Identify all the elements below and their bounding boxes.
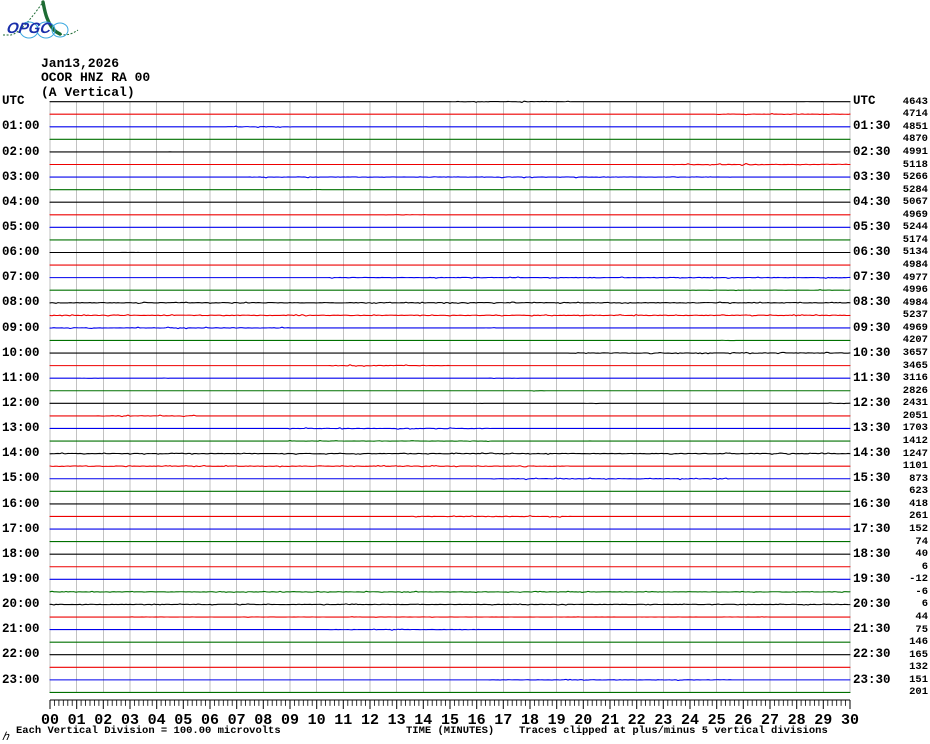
svg-text:ℎ: ℎ [2,731,10,743]
